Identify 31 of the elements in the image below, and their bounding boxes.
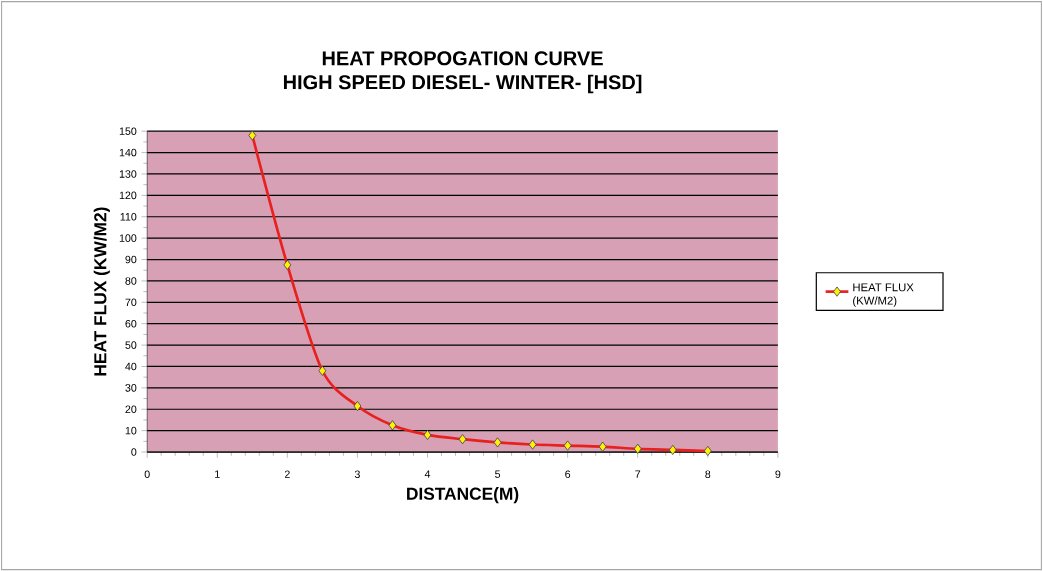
y-tick-label: 20 [125,405,137,413]
legend-label: HEAT FLUX (KW/M2) [853,283,914,307]
x-tick-label: 9 [775,470,781,478]
y-tick-label: 10 [125,426,137,435]
y-tick-label: 100 [119,234,137,242]
x-tick-label: 3 [354,470,360,478]
x-tick-label: 1 [215,470,220,478]
y-tick-label: 50 [125,341,137,349]
x-axis-title: DISTANCE(M) [407,487,519,504]
x-tick-label: 7 [635,470,641,478]
x-tick-label: 5 [495,470,501,478]
y-tick-label: 130 [119,170,137,178]
y-tick-label: 40 [125,362,137,371]
y-tick-label: 30 [125,383,137,392]
y-tick-label: 70 [125,298,137,306]
x-tick-label: 6 [565,470,571,478]
y-tick-label: 60 [125,319,137,328]
y-axis-title: HEAT FLUX (KW/M2) [93,207,110,376]
y-tick-label: 120 [119,191,137,200]
x-tick-label: 8 [705,470,711,478]
y-tick-label: 150 [119,127,137,135]
x-tick-label: 2 [284,470,290,478]
y-tick-label: 0 [131,448,137,456]
y-tick-label: 90 [125,255,137,264]
x-tick-label: 4 [424,470,431,478]
x-tick-label: 0 [144,470,150,478]
y-tick-label: 140 [119,148,137,157]
chart-title: HEAT PROPOGATION CURVE [322,51,603,66]
y-tick-label: 110 [120,212,137,221]
chart-subtitle: HIGH SPEED DIESEL- WINTER- [HSD] [283,74,642,94]
y-tick-label: 80 [125,277,137,285]
